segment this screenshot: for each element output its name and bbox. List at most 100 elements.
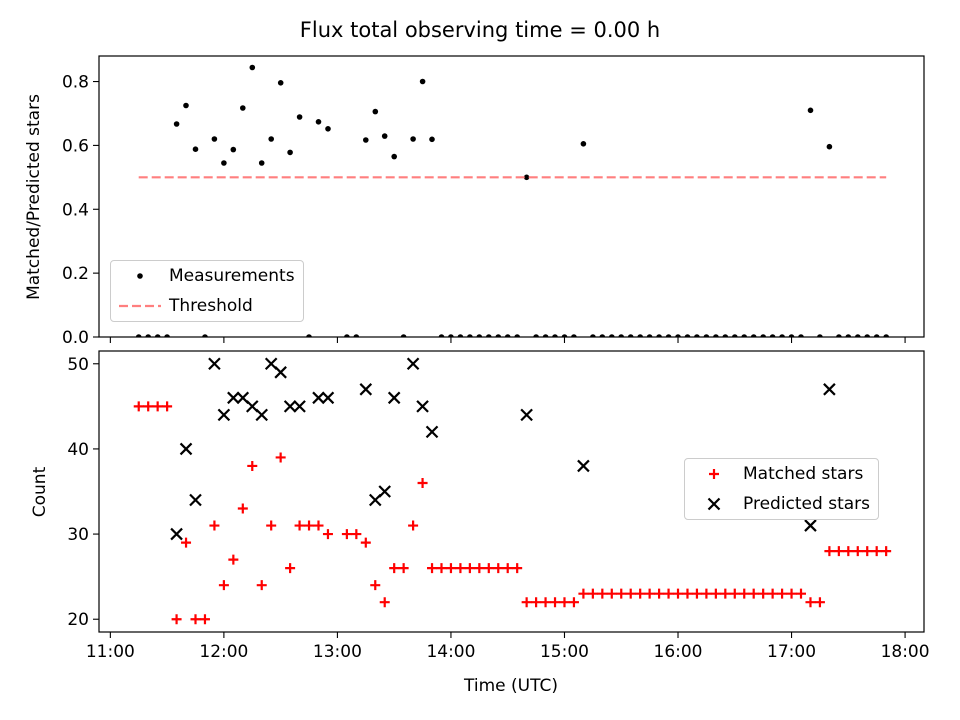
data-point <box>531 597 542 608</box>
data-point <box>673 588 684 599</box>
data-point <box>691 588 702 599</box>
data-point <box>266 520 277 531</box>
data-point <box>495 334 502 337</box>
data-point <box>429 136 435 143</box>
data-point <box>372 108 379 115</box>
legend-item-predicted-stars: Predicted stars <box>685 489 878 519</box>
data-point <box>559 597 570 608</box>
data-point <box>379 597 390 608</box>
data-point <box>550 597 561 608</box>
bottom-y-axis-label: Count <box>30 466 50 517</box>
legend-dot-marker-icon <box>111 261 169 291</box>
data-point <box>796 588 807 599</box>
data-point <box>521 597 532 608</box>
data-point <box>729 588 740 599</box>
data-point <box>852 546 863 557</box>
data-point <box>417 477 428 488</box>
data-point <box>315 119 322 125</box>
data-point <box>817 334 823 337</box>
top-y-axis-label: Matched/Predicted stars <box>24 94 44 300</box>
data-point <box>590 334 596 337</box>
axes-frame <box>98 55 925 338</box>
data-point <box>325 126 331 132</box>
data-point <box>713 334 719 337</box>
x-tick-label: 14:00 <box>426 642 475 662</box>
data-point <box>436 563 447 574</box>
plot-area <box>133 357 892 625</box>
data-point <box>656 334 662 337</box>
data-point <box>457 334 464 337</box>
data-point <box>804 519 817 532</box>
data-point <box>277 80 284 86</box>
data-point <box>227 391 240 405</box>
x-tick-label: 12:00 <box>199 642 248 662</box>
data-point <box>587 588 598 599</box>
data-point <box>344 334 350 337</box>
data-point <box>684 334 691 337</box>
data-point <box>183 102 189 109</box>
data-point <box>845 334 852 337</box>
data-point <box>883 334 889 337</box>
data-point <box>788 334 795 337</box>
data-point <box>164 334 170 337</box>
data-point <box>758 588 769 599</box>
data-point <box>370 580 381 591</box>
data-point <box>208 357 221 371</box>
top-legend: Measurements Threshold <box>110 260 304 322</box>
data-point <box>217 408 231 422</box>
legend-label: Threshold <box>169 296 253 316</box>
data-point <box>351 529 362 540</box>
data-point <box>240 105 246 111</box>
data-point <box>391 153 398 160</box>
data-point <box>520 408 533 422</box>
data-point <box>274 366 287 379</box>
x-tick-label: 16:00 <box>654 642 703 662</box>
data-point <box>237 503 248 514</box>
data-point <box>190 614 201 625</box>
data-point <box>171 614 182 625</box>
data-point <box>599 334 606 337</box>
data-point <box>618 334 624 337</box>
data-point <box>313 520 324 531</box>
data-point <box>646 334 653 337</box>
data-point <box>408 520 419 531</box>
data-point <box>616 588 627 599</box>
data-point <box>162 401 173 412</box>
data-point <box>720 588 731 599</box>
data-point <box>445 563 456 574</box>
data-point <box>467 334 473 337</box>
data-point <box>836 334 842 337</box>
data-point <box>154 334 161 337</box>
data-point <box>635 588 646 599</box>
data-point <box>580 141 587 147</box>
data-point <box>609 334 615 337</box>
data-point <box>493 563 504 574</box>
axes-frame <box>98 350 925 633</box>
legend-item-matched-stars: Matched stars <box>685 459 878 489</box>
legend-item-threshold: Threshold <box>111 291 303 321</box>
data-point <box>552 334 558 337</box>
data-point <box>249 64 256 71</box>
data-point <box>133 401 144 412</box>
data-point <box>814 597 825 608</box>
data-point <box>247 460 258 471</box>
data-point <box>306 334 312 337</box>
data-point <box>256 580 267 591</box>
data-point <box>625 588 636 599</box>
data-point <box>143 401 154 412</box>
data-point <box>502 563 513 574</box>
data-point <box>378 485 391 498</box>
x-tick-label: 17:00 <box>767 642 816 662</box>
data-point <box>561 334 568 337</box>
data-point <box>283 400 297 413</box>
data-point <box>637 334 643 337</box>
y-tick-label: 0.0 <box>62 328 89 348</box>
y-tick-label: 0.8 <box>62 73 89 93</box>
data-point <box>218 580 229 591</box>
y-tick-label: 0.2 <box>62 264 89 284</box>
data-point <box>293 400 306 413</box>
data-point <box>568 597 579 608</box>
data-point <box>805 597 816 608</box>
data-point <box>202 334 208 337</box>
data-point <box>654 588 665 599</box>
